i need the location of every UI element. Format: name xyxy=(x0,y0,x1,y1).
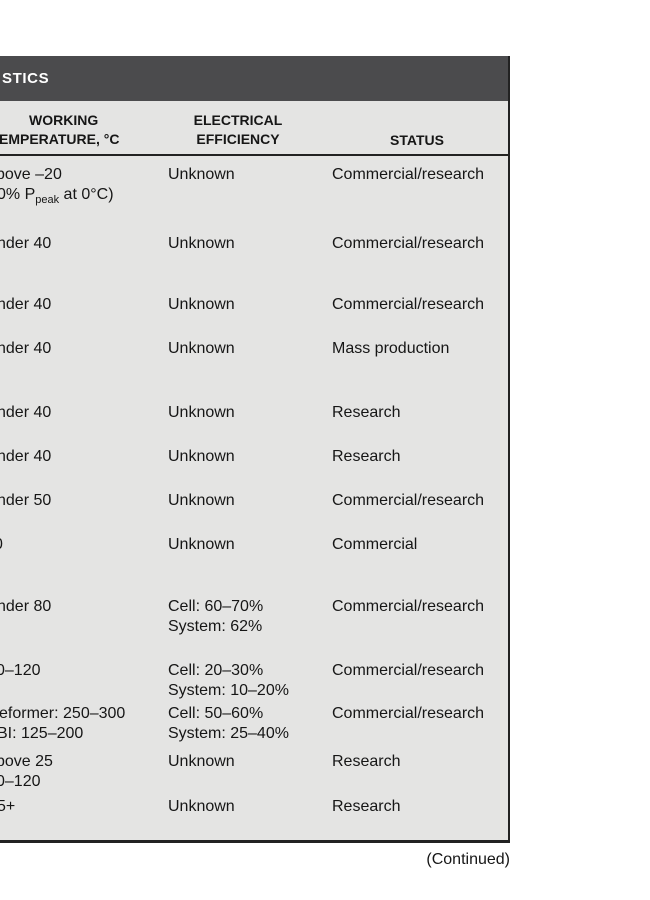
working-temperature-cell: nder 50 xyxy=(0,491,51,511)
subscript-text: peak xyxy=(35,194,60,207)
col-header-electrical: ELECTRICAL xyxy=(193,112,283,128)
column-header-row: WORKING EMPERATURE, °C ELECTRICAL EFFICI… xyxy=(0,101,508,156)
electrical-efficiency-cell: Unknown xyxy=(168,403,235,423)
electrical-efficiency-cell: Unknown xyxy=(168,491,235,511)
electrical-efficiency-cell: Unknown xyxy=(168,752,235,772)
efficiency-line: Unknown xyxy=(168,166,235,183)
efficiency-line: Unknown xyxy=(168,753,235,770)
status-cell: Commercial/research xyxy=(332,705,485,722)
status-cell: Commercial/research xyxy=(332,296,485,313)
electrical-efficiency-cell: Unknown xyxy=(168,165,235,185)
temperature-line: 0–120 xyxy=(0,662,41,679)
working-temperature-cell: 5+ xyxy=(0,797,15,817)
electrical-efficiency-cell: Unknown xyxy=(168,234,235,254)
temperature-line: nder 40 xyxy=(0,340,52,357)
temperature-line: nder 40 xyxy=(0,235,52,252)
electrical-efficiency-cell: Unknown xyxy=(168,447,235,467)
working-temperature-cell: nder 40 xyxy=(0,447,51,467)
working-temperature-cell: nder 80 xyxy=(0,597,51,617)
status-cell: Commercial/research xyxy=(332,166,485,183)
characteristics-table: STICS WORKING EMPERATURE, °C ELECTRICAL … xyxy=(0,56,510,843)
temperature-line: eformer: 250–300 xyxy=(0,705,126,722)
electrical-efficiency-cell: Cell: 20–30% System: 10–20% xyxy=(168,661,289,701)
temperature-line: bove –20 xyxy=(0,166,62,183)
efficiency-line: Unknown xyxy=(168,448,235,465)
efficiency-line: Cell: 50–60% xyxy=(168,705,264,722)
temperature-line: nder 40 xyxy=(0,448,52,465)
table-body: bove –20 0% Ppeak at 0°C) Unknown Commercia… xyxy=(0,56,508,840)
working-temperature-cell: nder 40 xyxy=(0,403,51,423)
temperature-line: bove 25 xyxy=(0,753,53,770)
temperature-line: 0 xyxy=(0,535,3,555)
temperature-line: nder 40 xyxy=(0,296,52,313)
efficiency-line: Cell: 60–70% xyxy=(168,598,264,615)
efficiency-line: Unknown xyxy=(168,296,235,313)
electrical-efficiency-cell: Cell: 50–60% System: 25–40% xyxy=(168,704,289,744)
temperature-line: nder 40 xyxy=(0,404,52,421)
status-cell: Commercial/research xyxy=(332,235,485,252)
working-temperature-cell: bove –20 0% Ppeak at 0°C) xyxy=(0,165,114,207)
working-temperature-cell: 0–120 xyxy=(0,661,41,681)
working-temperature-cell: 0 xyxy=(0,535,3,555)
status-cell: Mass production xyxy=(332,340,450,357)
electrical-efficiency-cell: Unknown xyxy=(168,295,235,315)
working-temperature-cell: nder 40 xyxy=(0,339,51,359)
col-header-status: STATUS xyxy=(390,132,444,148)
efficiency-line: Unknown xyxy=(168,404,235,421)
efficiency-line: Unknown xyxy=(168,340,235,357)
status-cell: Commercial/research xyxy=(332,492,485,509)
temperature-line: nder 50 xyxy=(0,492,52,509)
col-header-temperature: EMPERATURE, °C xyxy=(0,131,120,147)
status-cell: Research xyxy=(332,448,401,465)
electrical-efficiency-cell: Unknown xyxy=(168,339,235,359)
efficiency-line: Unknown xyxy=(168,492,235,509)
status-cell: Commercial/research xyxy=(332,662,485,679)
efficiency-line: Unknown xyxy=(168,798,235,815)
temperature-line: 0% Ppeak at 0°C) xyxy=(0,186,114,207)
working-temperature-cell: eformer: 250–300 BI: 125–200 xyxy=(0,704,125,744)
status-cell: Commercial xyxy=(332,536,418,553)
electrical-efficiency-cell: Cell: 60–70% System: 62% xyxy=(168,597,263,637)
col-header-working: WORKING xyxy=(29,112,99,128)
table-title-bar: STICS xyxy=(0,56,508,101)
status-cell: Research xyxy=(332,404,401,421)
efficiency-line: Cell: 20–30% xyxy=(168,662,264,679)
temperature-line: 5+ xyxy=(0,798,16,815)
electrical-efficiency-cell: Unknown xyxy=(168,797,235,817)
electrical-efficiency-cell: Unknown xyxy=(168,535,235,555)
efficiency-line: System: 10–20% xyxy=(168,682,289,699)
status-cell: Research xyxy=(332,798,401,815)
col-header-efficiency: EFFICIENCY xyxy=(196,131,280,147)
status-cell: Research xyxy=(332,753,401,770)
status-cell: Commercial/research xyxy=(332,598,485,615)
temperature-line: 0–120 xyxy=(0,773,41,790)
continued-label: (Continued) xyxy=(426,851,510,868)
efficiency-line: Unknown xyxy=(168,235,235,252)
working-temperature-cell: bove 25 0–120 xyxy=(0,752,53,792)
working-temperature-cell: nder 40 xyxy=(0,295,51,315)
working-temperature-cell: nder 40 xyxy=(0,234,51,254)
efficiency-line: Unknown xyxy=(168,536,235,553)
temperature-line: BI: 125–200 xyxy=(0,725,84,742)
temperature-line: nder 80 xyxy=(0,598,52,615)
table-title-fragment: STICS xyxy=(2,70,50,87)
efficiency-line: System: 25–40% xyxy=(168,725,289,742)
efficiency-line: System: 62% xyxy=(168,618,263,635)
